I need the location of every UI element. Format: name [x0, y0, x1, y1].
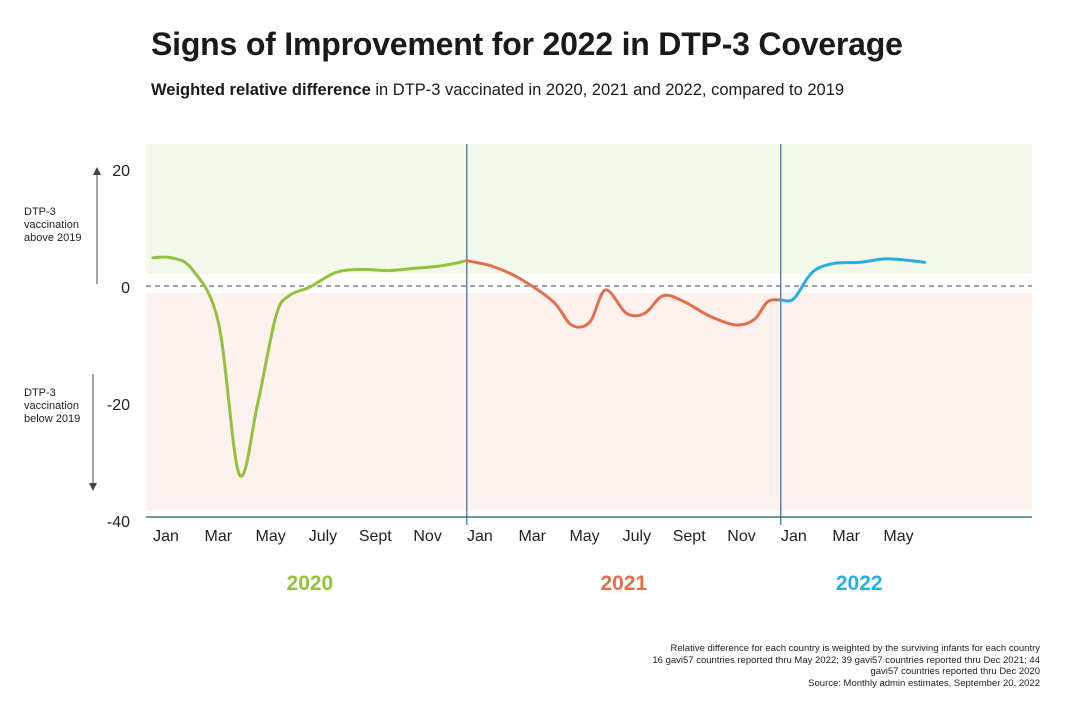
- annotation-below-text: below 2019: [24, 413, 80, 425]
- y-tick-label: 20: [112, 163, 130, 180]
- x-tick-label: Nov: [413, 528, 441, 545]
- chart-title: Signs of Improvement for 2022 in DTP-3 C…: [151, 26, 903, 62]
- series-line-2022: [779, 257, 927, 303]
- x-tick-label: Jan: [467, 528, 493, 545]
- series-line-2020: [151, 255, 469, 478]
- annotation-below-text: vaccination: [24, 400, 79, 412]
- x-tick-label: May: [256, 528, 286, 545]
- annotation-above-text: vaccination: [24, 219, 79, 231]
- annotation-above-text: above 2019: [24, 232, 82, 244]
- annotation-below-text: DTP-3: [24, 387, 56, 399]
- zone-above-2019: [146, 144, 1032, 274]
- chart-subtitle: Weighted relative difference in DTP-3 va…: [151, 81, 844, 100]
- footnotes: Relative difference for each country is …: [640, 643, 1040, 689]
- x-tick-label: July: [309, 528, 337, 545]
- x-tick-label: Jan: [153, 528, 179, 545]
- y-tick-label: -40: [107, 514, 130, 531]
- annotation-above-text: DTP-3: [24, 206, 56, 218]
- subtitle-rest: in DTP-3 vaccinated in 2020, 2021 and 20…: [370, 81, 845, 99]
- footnote-reporting: 16 gavi57 countries reported thru May 20…: [652, 654, 1040, 678]
- year-label-2022: 2022: [836, 572, 883, 595]
- x-tick-label: Mar: [518, 528, 546, 545]
- x-tick-label: Jan: [781, 528, 807, 545]
- x-tick-label: May: [883, 528, 913, 545]
- subtitle-bold: Weighted relative difference: [151, 81, 371, 99]
- footnote-weighting: Relative difference for each country is …: [670, 643, 1040, 654]
- footnote-source: Source: Monthly admin estimates, Septemb…: [808, 677, 1040, 689]
- zone-below-2019: [146, 293, 1032, 510]
- y-tick-label: -20: [107, 397, 130, 414]
- arrow-down-icon: [89, 483, 97, 491]
- arrow-up-icon: [93, 167, 101, 175]
- x-tick-label: Mar: [205, 528, 233, 545]
- year-label-2020: 2020: [287, 572, 334, 595]
- y-tick-label: 0: [121, 280, 130, 297]
- x-tick-label: Nov: [727, 528, 755, 545]
- x-tick-label: July: [623, 528, 651, 545]
- x-tick-label: Sept: [673, 528, 706, 545]
- x-tick-label: Mar: [832, 528, 860, 545]
- year-label-2021: 2021: [600, 572, 647, 595]
- series-line-2021: [465, 259, 783, 329]
- x-tick-label: Sept: [359, 528, 392, 545]
- x-tick-label: May: [569, 528, 599, 545]
